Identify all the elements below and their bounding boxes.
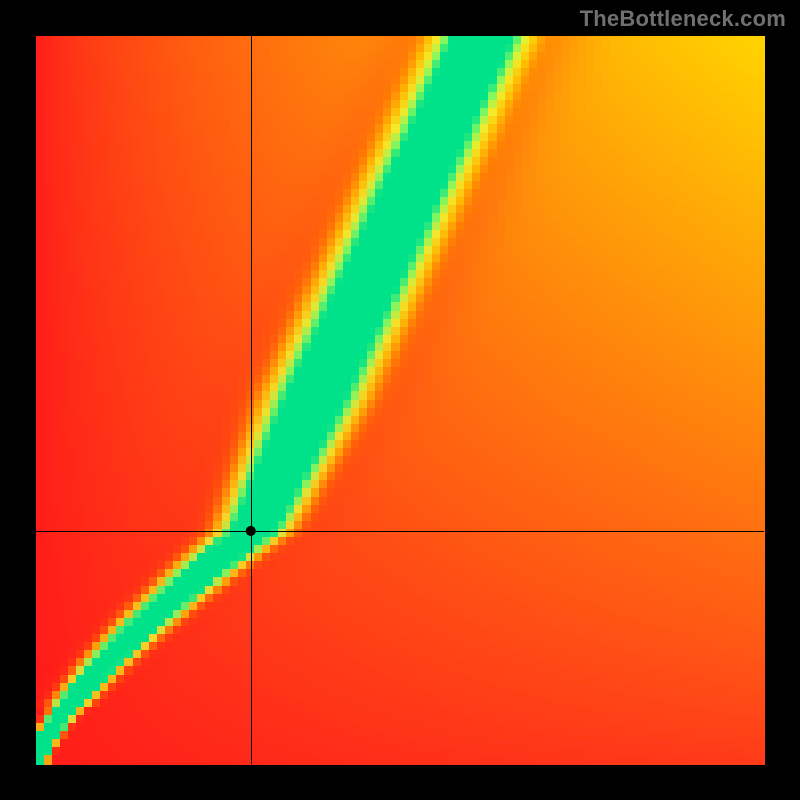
chart-container: TheBottleneck.com <box>0 0 800 800</box>
watermark-text: TheBottleneck.com <box>580 6 786 32</box>
bottleneck-heatmap <box>0 0 800 800</box>
